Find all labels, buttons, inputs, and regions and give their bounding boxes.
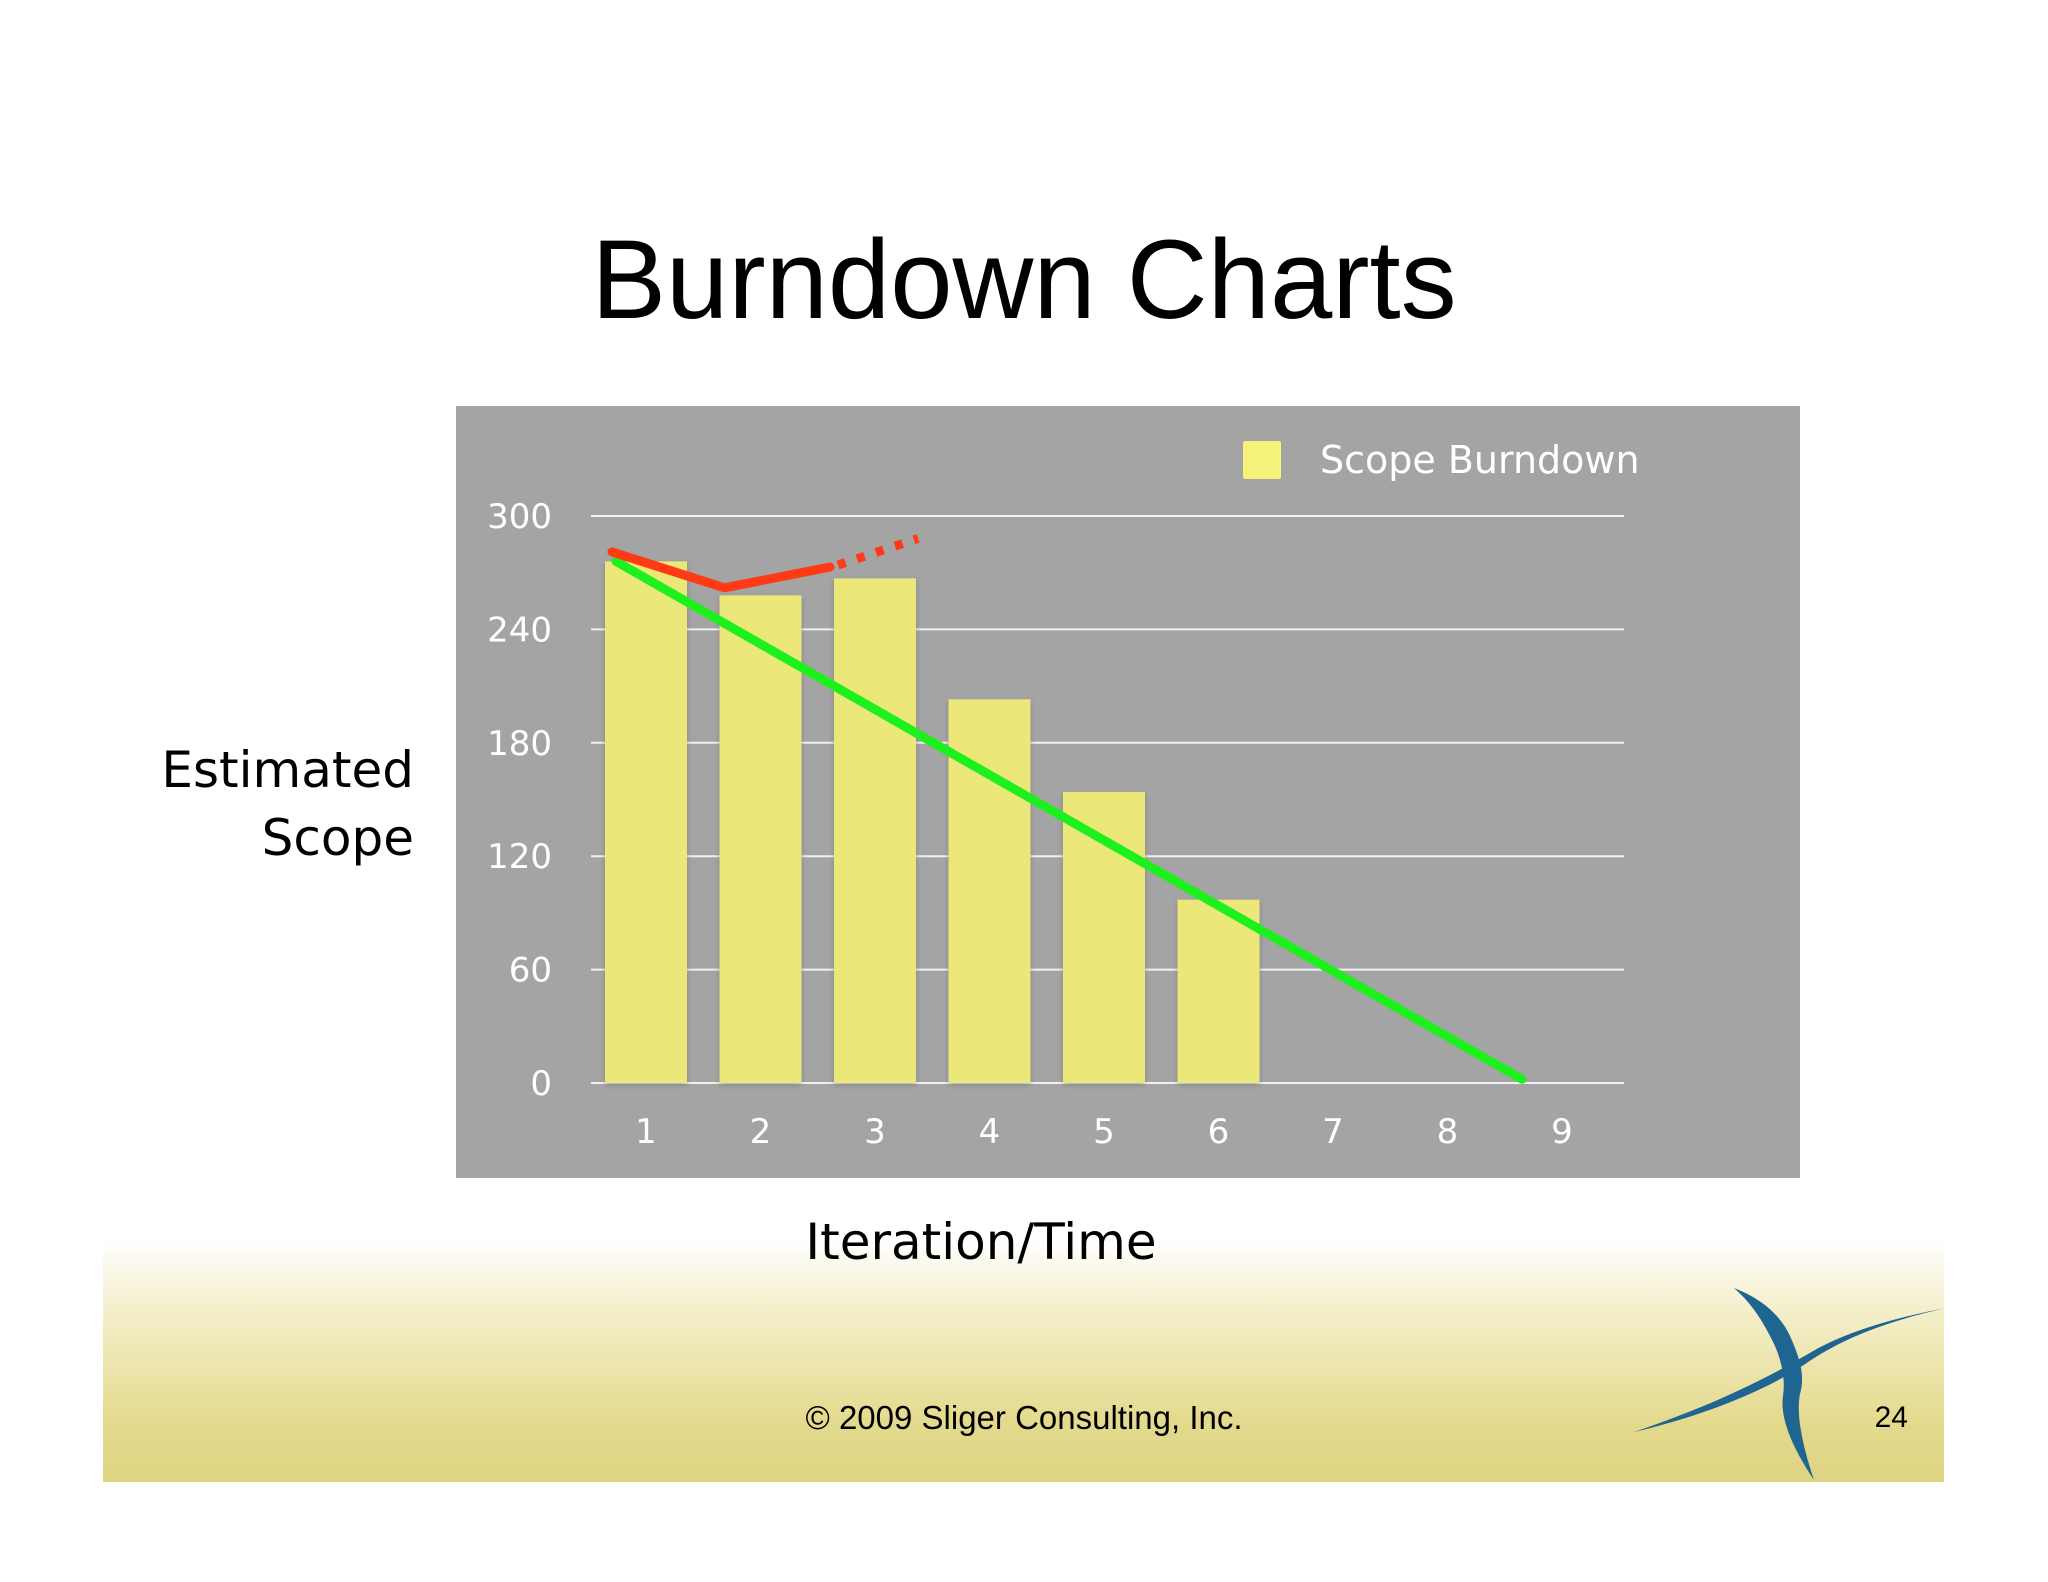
x-tick-label: 3 [864, 1112, 886, 1152]
bar-iteration-3 [834, 578, 916, 1083]
y-tick-label: 300 [487, 497, 552, 537]
bar-iteration-1 [605, 561, 687, 1083]
bar-iteration-2 [719, 595, 802, 1083]
x-tick-label: 7 [1322, 1112, 1344, 1152]
ideal-burndown-line [611, 556, 1527, 1084]
bars [605, 561, 1260, 1083]
y-tick-label: 240 [487, 610, 552, 650]
legend-swatch [1243, 441, 1281, 479]
y-tick-label: 0 [530, 1064, 552, 1104]
legend-label: Scope Burndown [1320, 438, 1640, 482]
x-tick-label: 5 [1093, 1112, 1115, 1152]
legend: Scope Burndown [1243, 438, 1640, 482]
x-tick-labels: 1 2 3 4 5 6 7 8 9 [635, 1112, 1573, 1152]
copyright-notice: © 2009 Sliger Consulting, Inc. [805, 1399, 1243, 1436]
burndown-chart: 0 60 120 180 240 300 1 2 3 4 5 6 7 8 9 Scope Burndown [487, 438, 1640, 1152]
footer-band [103, 1238, 1944, 1482]
x-tick-label: 2 [750, 1112, 772, 1152]
page-number: 24 [1874, 1401, 1908, 1434]
x-tick-label: 9 [1551, 1112, 1573, 1152]
x-tick-label: 1 [635, 1112, 657, 1152]
x-tick-label: 4 [979, 1112, 1001, 1152]
y-tick-labels: 0 60 120 180 240 300 [487, 497, 552, 1104]
trend-lines [607, 534, 1527, 1084]
x-axis-label: Iteration/Time [805, 1213, 1157, 1271]
y-tick-label: 180 [487, 724, 552, 764]
x-tick-label: 6 [1208, 1112, 1230, 1152]
actual-scope-projection-line [836, 534, 920, 570]
y-axis-label: Estimated Scope [161, 741, 414, 867]
bar-iteration-6 [1177, 899, 1260, 1083]
x-tick-label: 8 [1437, 1112, 1459, 1152]
y-tick-label: 60 [509, 951, 552, 991]
chart-panel: 0 60 120 180 240 300 1 2 3 4 5 6 7 8 9 Scope Burndown [456, 406, 1800, 1178]
y-tick-label: 120 [487, 837, 552, 877]
sliger-logo-icon [1634, 1288, 1946, 1480]
actual-scope-trend-line [607, 547, 835, 593]
slide-title: Burndown Charts [591, 217, 1457, 342]
